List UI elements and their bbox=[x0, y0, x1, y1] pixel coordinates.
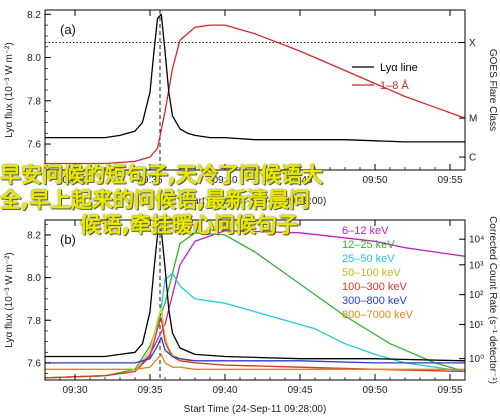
x-tick-label: 09:40 bbox=[212, 175, 237, 186]
panel-b-right-label: Corrected Count Rate (s⁻¹ detector⁻¹) bbox=[487, 216, 498, 384]
panel-b-ylabel: Lyα flux (10⁻³ W m⁻²) bbox=[4, 252, 15, 347]
y-tick-label: 7.6 bbox=[27, 140, 41, 151]
y-tick-label: 8.0 bbox=[27, 273, 41, 284]
x-tick-label: 09:45 bbox=[287, 385, 312, 396]
x-tick-label: 09:50 bbox=[362, 385, 387, 396]
right-tick-label: C bbox=[469, 153, 476, 164]
panel-a-series bbox=[45, 10, 466, 170]
x-tick-label: 09:50 bbox=[362, 175, 387, 186]
right-tick-label: X bbox=[469, 38, 476, 49]
y-tick-label: 8.2 bbox=[27, 230, 41, 241]
x-tick-label: 09:45 bbox=[287, 175, 312, 186]
panel-b-series bbox=[44, 220, 466, 380]
panel-b-legend-item-3: 25–50 keV bbox=[342, 253, 395, 265]
panel-a-label: (a) bbox=[60, 22, 76, 37]
y-tick-label: 7.8 bbox=[27, 96, 41, 107]
right-tick-label: M bbox=[469, 114, 477, 125]
x-tick-label: 09:30 bbox=[62, 385, 87, 396]
panel-a-series-line-1 bbox=[45, 24, 466, 165]
right-tick-label: 10⁴ bbox=[469, 235, 484, 246]
panel-b-series-line-0 bbox=[45, 230, 466, 362]
panel-a-xlabel: Start Time (24-Sep-11 09:28:00) bbox=[184, 196, 327, 207]
right-tick-label: 10³ bbox=[469, 260, 484, 271]
panel-a-legend-item-0: Lyα line bbox=[380, 62, 418, 74]
panel-b-series-line-2 bbox=[44, 232, 466, 379]
panel-b-legend-item-6: 300–800 keV bbox=[342, 295, 407, 307]
x-tick-label: 09:35 bbox=[137, 175, 162, 186]
panel-b-legend-item-1: 6–12 keV bbox=[342, 225, 389, 237]
panel-a-series-line-0 bbox=[45, 13, 465, 143]
panel-b-legend-item-4: 50–100 keV bbox=[342, 267, 401, 279]
panel-b-legend-item-5: 100–300 keV bbox=[342, 281, 407, 293]
y-tick-label: 8.2 bbox=[27, 10, 41, 21]
x-tick-label: 09:55 bbox=[437, 385, 462, 396]
x-tick-label: 09:40 bbox=[212, 385, 237, 396]
y-tick-label: 7.8 bbox=[27, 316, 41, 327]
y-tick-label: 8.0 bbox=[27, 53, 41, 64]
right-tick-label: 10² bbox=[469, 290, 484, 301]
right-tick-label: 10¹ bbox=[469, 320, 484, 331]
panel-a-right-label: GOES Flare Class bbox=[487, 49, 498, 131]
y-tick-label: 7.6 bbox=[27, 358, 41, 369]
panel-b-series-line-6 bbox=[45, 336, 465, 364]
x-tick-label: 09:30 bbox=[62, 175, 87, 186]
panel-b-legend-item-7: 800–7000 keV bbox=[342, 309, 414, 321]
panel-b-legend: 6–12 keV 12–25 keV 25–50 keV 50–100 keV … bbox=[342, 225, 414, 321]
panel-b: 09:30 09:35 09:40 09:45 09:50 09:55 7.6 7.8 8.0 8… bbox=[4, 216, 498, 415]
panel-a-legend-item-1: 1–8 Å bbox=[380, 79, 409, 92]
panel-a-legend: Lyα line 1–8 Å bbox=[352, 62, 418, 92]
panel-b-xlabel: Start Time (24-Sep-11 09:28:00) bbox=[184, 404, 327, 415]
panel-b-label: (b) bbox=[60, 232, 76, 247]
panel-b-legend-item-2: 12–25 keV bbox=[342, 239, 395, 251]
panel-a-ticks: 09:30 09:35 09:40 09:45 09:50 09:55 7.6 7.8 8.0 8… bbox=[27, 10, 477, 186]
right-tick-label: 10⁰ bbox=[469, 354, 484, 365]
x-tick-label: 09:55 bbox=[437, 175, 462, 186]
panel-a: 09:30 09:35 09:40 09:45 09:50 09:55 7.6 7.8 8.0 8… bbox=[4, 9, 498, 207]
panel-b-series-line-7 bbox=[45, 353, 465, 370]
panel-b-ticks: 09:30 09:35 09:40 09:45 09:50 09:55 7.6 7.8 8.0 8… bbox=[27, 220, 484, 396]
panel-b-series-line-5 bbox=[44, 317, 466, 379]
panel-a-ylabel: Lyα flux (10⁻³ W m⁻²) bbox=[4, 42, 15, 137]
x-tick-label: 09:35 bbox=[137, 385, 162, 396]
